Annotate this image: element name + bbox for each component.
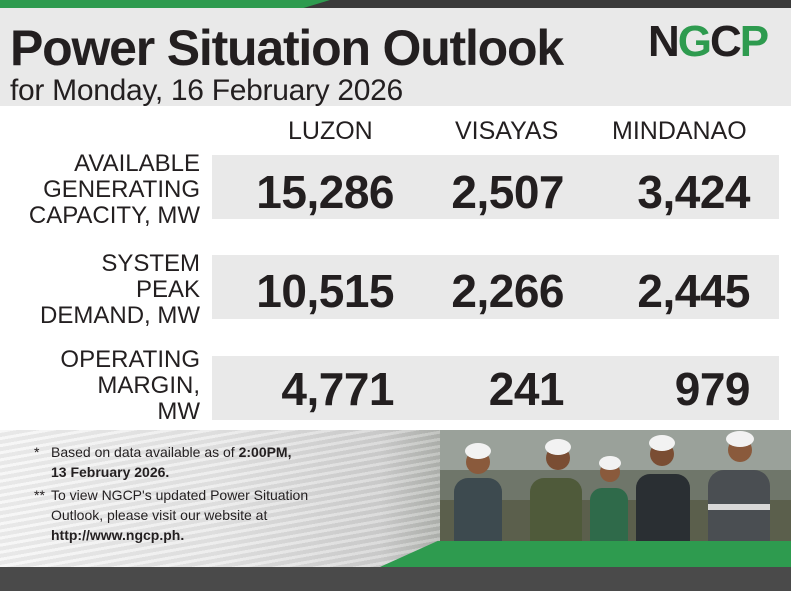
footnote-time: 2:00PM, [238,444,292,460]
row-background-capacity [212,155,779,219]
value-demand-luzon: 10,515 [256,265,394,317]
footnote-line: Outlook, please visit our website at [51,507,268,523]
row-label-margin: OPERATING MARGIN, MW [0,347,200,425]
website-link[interactable]: http://www.ngcp.ph. [51,527,185,543]
top-accent-bar [0,0,330,8]
ngcp-logo: NGCP [648,17,769,66]
footnote-mark: ** [34,487,45,503]
top-strip [0,0,791,8]
footnote-line: To view NGCP's updated Power Situation [51,487,309,503]
value-capacity-visayas: 2,507 [451,166,564,218]
footnote-text: Based on data available as of 2:00PM, 13 … [51,442,292,482]
row-label-line: GENERATING [43,176,200,203]
row-background-margin [212,356,779,420]
row-background-demand [212,255,779,319]
column-header-mindanao: MINDANAO [612,117,747,145]
row-label-line: AVAILABLE [74,150,200,177]
value-capacity-mindanao: 3,424 [637,166,750,218]
value-demand-mindanao: 2,445 [637,265,750,317]
header-panel: Power Situation Outlook for Monday, 16 F… [0,8,791,107]
footer-green-band [380,541,791,567]
row-label-line: CAPACITY, MW [28,202,200,229]
logo-letter-n: N [648,17,680,66]
logo-letter-c: C [710,17,742,66]
row-label-line: SYSTEM [101,250,200,277]
row-label-line: OPERATING [60,346,200,373]
footnote-mark: * [34,444,40,460]
column-header-visayas: VISAYAS [455,117,559,145]
row-label-capacity: AVAILABLE GENERATING CAPACITY, MW [0,151,200,229]
value-margin-luzon: 4,771 [281,363,394,415]
value-demand-visayas: 2,266 [451,265,564,317]
footer-water-texture [0,430,480,567]
column-header-luzon: LUZON [288,117,373,145]
bottom-strip [0,567,791,591]
logo-letter-p: P [739,17,769,66]
value-margin-visayas: 241 [488,363,565,415]
value-margin-mindanao: 979 [674,363,751,415]
page-subtitle: for Monday, 16 February 2026 [10,74,403,107]
value-capacity-luzon: 15,286 [256,166,394,218]
row-label-line: DEMAND, MW [40,302,200,329]
row-label-line: PEAK [135,276,200,303]
row-label-demand: SYSTEM PEAK DEMAND, MW [0,251,200,329]
footnote-date: 13 February 2026. [51,464,170,480]
footnote-text: To view NGCP's updated Power Situation Ou… [51,485,308,545]
row-label-line: MARGIN, [97,372,200,399]
footnote-line: Based on data available as of [51,444,239,460]
row-label-line: MW [157,398,200,425]
logo-letter-g: G [677,17,712,66]
page-title: Power Situation Outlook [10,20,564,76]
